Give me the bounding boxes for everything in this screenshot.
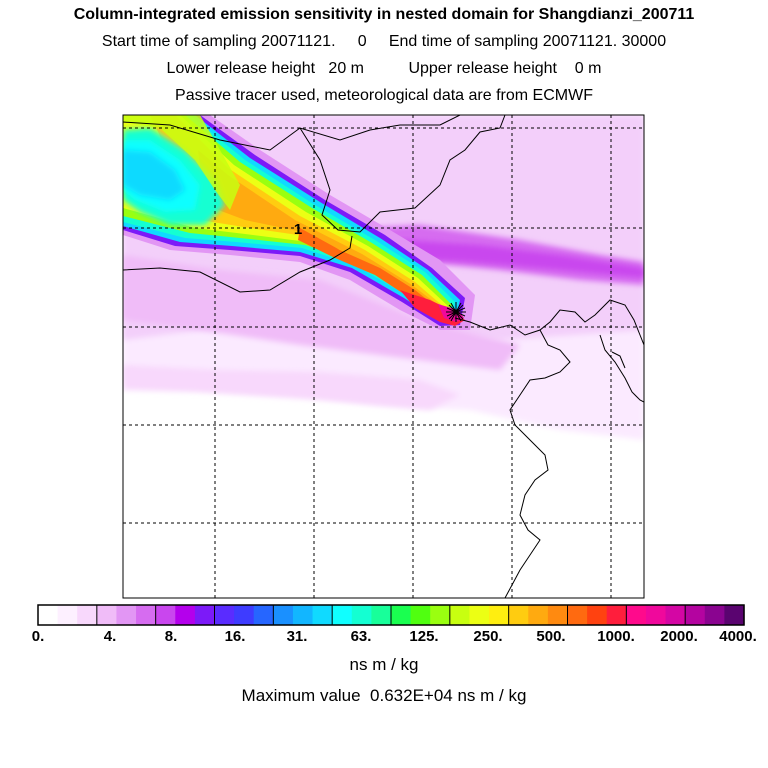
colorbar-swatch (626, 605, 647, 625)
colorbar-swatch (606, 605, 627, 625)
colorbar-swatch (214, 605, 235, 625)
colorbar-swatch (547, 605, 569, 625)
colorbar-swatch (38, 605, 59, 625)
colorbar-swatch (194, 605, 216, 625)
colorbar-label-63: 63. (350, 628, 372, 645)
colorbar-label-500: 500. (536, 628, 566, 645)
map-frame (122, 114, 645, 599)
colorbar-swatch (96, 605, 118, 625)
colorbar-swatch (57, 605, 78, 625)
colorbar-swatch (371, 605, 392, 625)
colorbar-swatch (136, 605, 157, 625)
colorbar-label-125: 125. (409, 628, 439, 645)
sensitivity-field (123, 115, 644, 440)
colorbar-swatch (645, 605, 667, 625)
lat-lon-grid (123, 115, 644, 598)
colorbar-swatch (332, 605, 353, 625)
colorbar-swatch (116, 605, 137, 625)
colorbar-ticks (96, 605, 686, 625)
colorbar-label-2000: 2000. (660, 628, 698, 645)
colorbar-label-8: 8. (164, 628, 178, 645)
colorbar-swatch (724, 605, 745, 625)
release-height-line: Lower release height 20 m Upper release … (166, 60, 602, 77)
tracer-info-line: Passive tracer used, meteorological data… (175, 87, 593, 104)
colorbar-swatch (489, 605, 510, 625)
colorbar-swatch (665, 605, 686, 625)
colorbar-swatch (155, 605, 176, 625)
colorbar-swatch (410, 605, 431, 625)
maximum-value: Maximum value 0.632E+04 ns m / kg (241, 686, 527, 705)
colorbar-swatch (567, 605, 588, 625)
colorbar-swatch (175, 605, 196, 625)
trajectory-label: 1 (294, 221, 302, 238)
colorbar-label-31: 31. (286, 628, 308, 645)
colorbar-swatch (508, 605, 529, 625)
colorbar-swatch (253, 605, 274, 625)
colorbar-swatch (587, 605, 608, 625)
colorbar-label-4: 4. (103, 628, 117, 645)
colorbar-label-1000: 1000. (597, 628, 635, 645)
colorbar-units: ns m / kg (349, 655, 419, 674)
plot-title: Column-integrated emission sensitivity i… (73, 6, 695, 23)
colorbar-swatch (528, 605, 549, 625)
colorbar-swatch (449, 605, 471, 625)
colorbar-swatch (685, 605, 706, 625)
colorbar-label-4000: 4000. (719, 628, 757, 645)
sampling-time-line: Start time of sampling 20071121. 0 End t… (101, 33, 667, 50)
colorbar-label-250: 250. (473, 628, 503, 645)
colorbar-label-16: 16. (224, 628, 246, 645)
colorbar-swatch (234, 605, 255, 625)
colorbar (38, 605, 745, 625)
coastlines (123, 115, 644, 598)
colorbar-label-0: 0. (31, 628, 45, 645)
colorbar-swatch (292, 605, 314, 625)
station-marker-icon (446, 302, 466, 322)
colorbar-swatch (351, 605, 372, 625)
colorbar-swatch (469, 605, 490, 625)
colorbar-swatch (430, 605, 451, 625)
colorbar-swatch (704, 605, 725, 625)
colorbar-swatch (273, 605, 294, 625)
colorbar-swatch (77, 605, 98, 625)
colorbar-swatch (312, 605, 333, 625)
colorbar-swatch (391, 605, 412, 625)
